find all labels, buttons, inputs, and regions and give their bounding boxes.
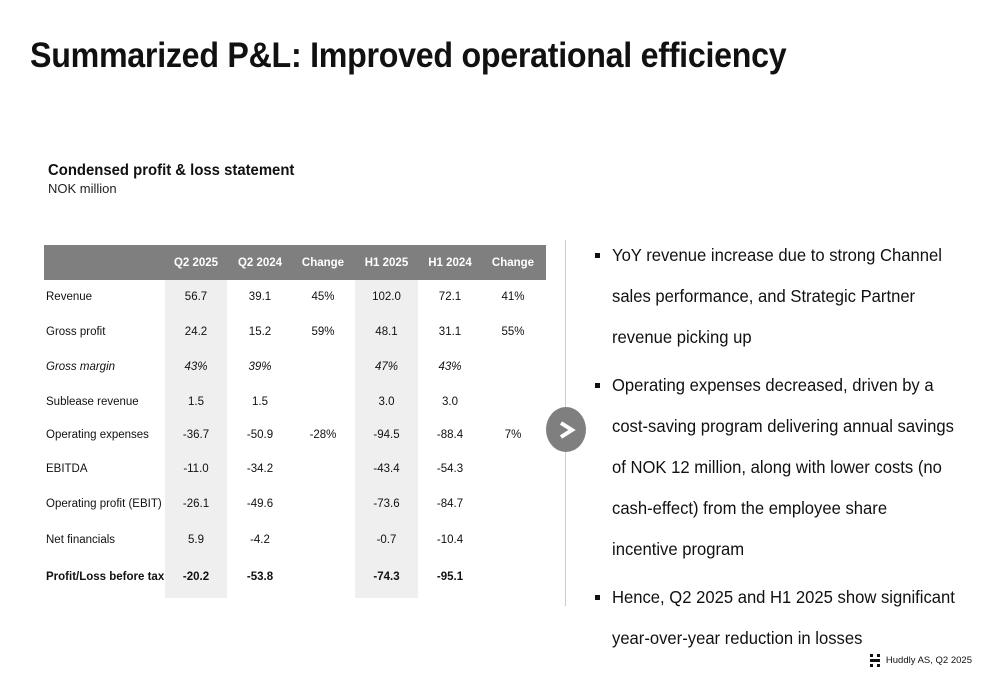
table-cell: 1.5 (252, 396, 268, 408)
table-cell: 15.2 (248, 326, 272, 338)
table-cell: -54.3 (436, 463, 464, 475)
table-cell: 1.5 (188, 396, 204, 408)
table-cell: 3.0 (442, 396, 458, 408)
table-cell: -10.4 (436, 534, 464, 546)
row-label: Net financials (46, 534, 116, 546)
row-label: Revenue (46, 291, 93, 303)
table-cell: -20.2 (182, 571, 210, 583)
row-label: Operating expenses (46, 429, 149, 441)
table-row: Net financials 5.9 -4.2 -0.7 -10.4 (44, 523, 546, 558)
bullet-list: YoY revenue increase due to strong Chann… (594, 235, 974, 659)
table-cell: 102.0 (372, 291, 401, 303)
table-cell: 5.9 (188, 534, 204, 546)
table-cell: 45% (311, 291, 335, 303)
table-cell: -88.4 (436, 429, 464, 441)
row-label: Operating profit (EBIT) (46, 498, 162, 510)
table-unit: NOK million (48, 181, 117, 196)
table-cell: -34.2 (246, 463, 274, 475)
huddly-logo-icon (869, 654, 880, 667)
chevron-right-icon (546, 407, 586, 452)
row-label: Gross margin (46, 361, 116, 373)
table-cell: -43.4 (373, 463, 400, 475)
table-cell: -53.8 (246, 571, 274, 583)
table-cell: -95.1 (436, 571, 464, 583)
table-cell: 39% (248, 361, 272, 373)
table-cell: -28% (309, 429, 337, 441)
table-cell: 72.1 (438, 291, 462, 303)
footer: Huddly AS, Q2 2025 (869, 654, 972, 667)
pnl-table: Q2 2025 Q2 2024 Change H1 2025 H1 2024 C… (44, 245, 546, 598)
row-label: Sublease revenue (46, 396, 139, 408)
row-label: EBITDA (46, 463, 88, 475)
table-row: Sublease revenue 1.5 1.5 3.0 3.0 (44, 385, 546, 420)
table-cell: 41% (501, 291, 525, 303)
table-cell: 43% (184, 361, 208, 373)
footer-text: Huddly AS, Q2 2025 (885, 655, 972, 666)
bullet-marker-icon (595, 595, 600, 600)
page-title: Summarized P&L: Improved operational eff… (30, 36, 787, 75)
table-cell: -94.5 (373, 429, 400, 441)
table-cell: -36.7 (182, 429, 210, 441)
table-cell: -49.6 (246, 498, 274, 510)
table-title: Condensed profit & loss statement (48, 162, 295, 179)
table-cell: 47% (374, 361, 399, 373)
table-row: Revenue 56.7 39.1 45% 102.0 72.1 41% (44, 280, 546, 315)
chevron-right-glyph (559, 420, 576, 439)
table-row: Profit/Loss before tax -20.2 -53.8 -74.3 -95… (44, 560, 546, 595)
column-header-h1-2024: H1 2024 (428, 257, 472, 269)
column-header-h1-2025: H1 2025 (364, 257, 409, 269)
table-cell: -74.3 (373, 571, 400, 583)
table-cell: -11.0 (183, 463, 209, 475)
column-header-change-h: Change (491, 257, 535, 269)
table-cell: 59% (311, 326, 335, 338)
table-row: EBITDA -11.0 -34.2 -43.4 -54.3 (44, 452, 546, 487)
table-cell: 39.1 (248, 291, 272, 303)
row-label: Gross profit (46, 326, 106, 338)
table-cell: 31.1 (438, 326, 462, 338)
row-label: Profit/Loss before tax (46, 571, 165, 583)
column-header-q2-2024: Q2 2024 (237, 257, 283, 269)
bullet-item: Operating expenses decreased, driven by … (594, 365, 974, 570)
table-cell: 56.7 (184, 291, 208, 303)
table-cell: -73.6 (373, 498, 400, 510)
column-header-q2-2025: Q2 2025 (173, 257, 219, 269)
table-cell: 43% (438, 361, 462, 373)
q2-2025-column-shade (165, 280, 227, 598)
table-cell: -84.7 (436, 498, 464, 510)
table-cell: -50.9 (246, 429, 274, 441)
table-cell: -4.2 (250, 534, 270, 546)
table-row: Operating profit (EBIT) -26.1 -49.6 -73.6 -8… (44, 487, 546, 522)
bullet-item: YoY revenue increase due to strong Chann… (594, 235, 974, 358)
column-header-change-q: Change (301, 257, 345, 269)
table-cell: 7% (504, 429, 522, 441)
table-cell: -0.7 (376, 534, 397, 546)
table-cell: 55% (501, 326, 525, 338)
table-header: Q2 2025 Q2 2024 Change H1 2025 H1 2024 C… (44, 245, 546, 280)
table-cell: -26.1 (182, 498, 210, 510)
bullet-marker-icon (595, 253, 600, 258)
table-cell: 24.2 (184, 326, 208, 338)
bullet-item: Hence, Q2 2025 and H1 2025 show signific… (594, 577, 974, 659)
table-row: Operating expenses -36.7 -50.9 -28% -94.5 -88… (44, 418, 546, 453)
bullet-text: YoY revenue increase due to strong Chann… (612, 245, 942, 347)
table-cell: 3.0 (378, 396, 395, 408)
table-row: Gross margin 43% 39% 47% 43% (44, 350, 546, 385)
bullet-text: Hence, Q2 2025 and H1 2025 show signific… (612, 587, 955, 648)
h1-2025-column-shade (355, 280, 418, 598)
table-row: Gross profit 24.2 15.2 59% 48.1 31.1 55% (44, 315, 546, 350)
table-cell: 48.1 (375, 326, 398, 338)
bullet-marker-icon (595, 383, 600, 388)
bullet-text: Operating expenses decreased, driven by … (612, 375, 954, 559)
